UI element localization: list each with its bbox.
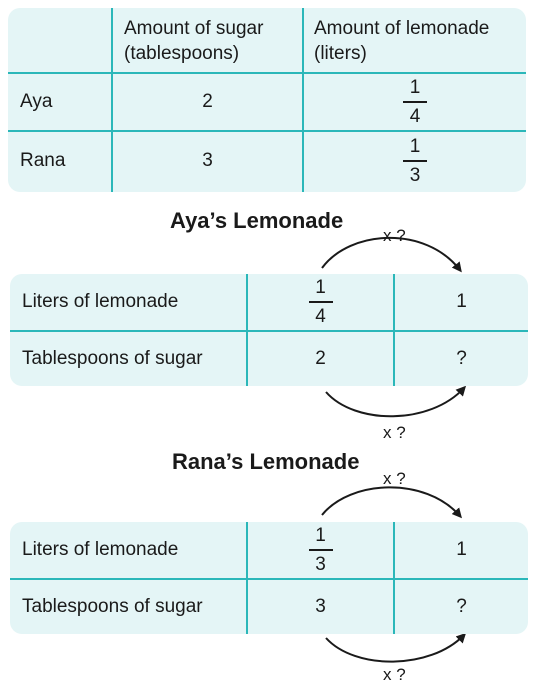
aya-bottom-multiplier-label: x ? <box>383 423 406 442</box>
aya-sugar-value: 2 <box>202 91 213 112</box>
row-label-aya: Aya <box>20 91 53 112</box>
aya-top-multiplier-label: x ? <box>383 226 406 245</box>
rana-liters-result: 1 <box>456 539 467 560</box>
aya-bottom-arrow <box>325 385 467 418</box>
aya-sugar-result: ? <box>456 348 467 369</box>
aya-title: Aya’s Lemonade <box>170 208 344 233</box>
row-label-rana: Rana <box>20 150 66 171</box>
header-lemonade: Amount of lemonade (liters) <box>314 18 490 64</box>
rana-sugar-value: 3 <box>202 150 213 171</box>
rana-row-sugar-label: Tablespoons of sugar <box>22 596 203 617</box>
header-sugar: Amount of sugar (tablespoons) <box>124 18 264 64</box>
rana-bottom-arrow <box>325 632 467 663</box>
summary-table: Amount of sugar (tablespoons) Amount of … <box>8 8 526 192</box>
aya-top-arrow <box>321 236 462 273</box>
rana-sugar-result: ? <box>456 596 467 617</box>
aya-liters-result: 1 <box>456 291 467 312</box>
rana-top-arrow <box>321 486 462 519</box>
rana-row-liters-label: Liters of lemonade <box>22 539 179 560</box>
aya-row-liters-label: Liters of lemonade <box>22 291 179 312</box>
aya-sugar-value: 2 <box>315 348 326 369</box>
rana-title: Rana’s Lemonade <box>172 449 360 474</box>
rana-bottom-multiplier-label: x ? <box>383 665 406 684</box>
rana-top-multiplier-label: x ? <box>383 469 406 488</box>
aya-row-sugar-label: Tablespoons of sugar <box>22 348 203 369</box>
rana-sugar-value: 3 <box>315 596 326 617</box>
